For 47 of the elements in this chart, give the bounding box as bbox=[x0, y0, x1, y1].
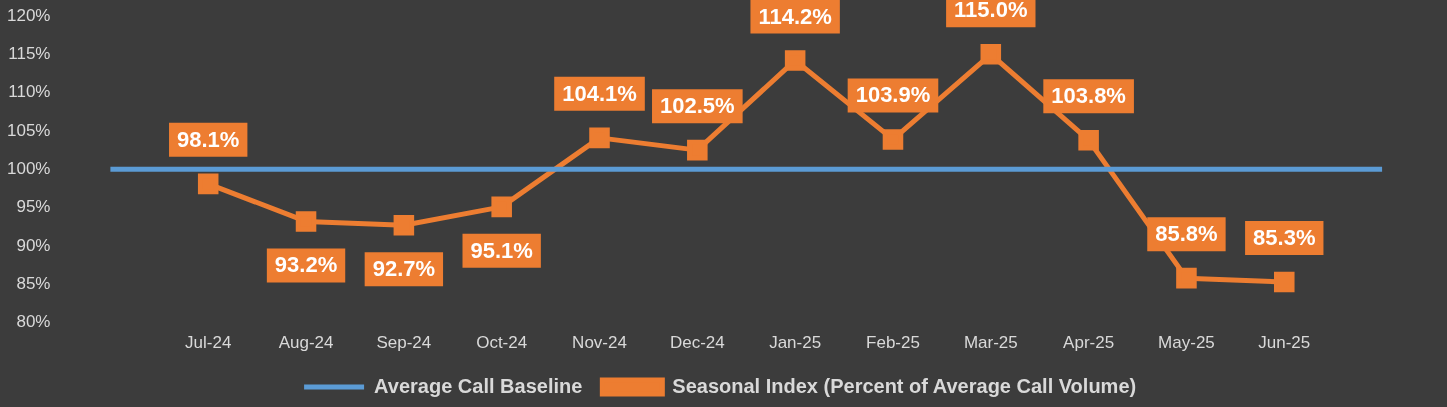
data-label: 95.1% bbox=[470, 237, 533, 263]
point bbox=[589, 127, 610, 149]
legend-label: Seasonal Index (Percent of Average Call Volume) bbox=[672, 374, 1137, 397]
data-label: 85.3% bbox=[1253, 225, 1316, 251]
data-label: 115.0% bbox=[954, 0, 1028, 23]
point bbox=[980, 44, 1002, 65]
data-label: 92.7% bbox=[372, 256, 436, 282]
x-tick-label: Sep-24 bbox=[376, 333, 432, 353]
data-label: 104.1% bbox=[562, 80, 637, 106]
data-label: 85.8% bbox=[1155, 221, 1218, 247]
x-tick-label: Apr-25 bbox=[1063, 333, 1115, 353]
x-tick-label: Jan-25 bbox=[769, 333, 822, 353]
y-tick-label: 110% bbox=[8, 82, 51, 102]
y-tick-label: 100% bbox=[7, 158, 51, 178]
x-tick-label: Oct-24 bbox=[476, 333, 528, 353]
y-tick-label: 85% bbox=[16, 273, 51, 293]
y-tick-label: 95% bbox=[16, 197, 51, 217]
point bbox=[393, 214, 415, 236]
x-tick-label: Dec-24 bbox=[669, 333, 725, 353]
x-tick-label: Mar-25 bbox=[963, 333, 1018, 353]
point bbox=[1273, 271, 1295, 293]
data-label: 102.5% bbox=[660, 93, 735, 119]
legend-label: Average Call Baseline bbox=[374, 374, 583, 397]
x-tick-label: Jun-25 bbox=[1258, 333, 1311, 353]
point bbox=[784, 50, 806, 71]
x-tick-label: Jul-24 bbox=[185, 333, 232, 353]
y-tick-label: 80% bbox=[16, 312, 51, 332]
data-label: 103.8% bbox=[1051, 83, 1126, 109]
point bbox=[197, 173, 219, 195]
point bbox=[295, 211, 317, 232]
point bbox=[1176, 267, 1197, 289]
y-tick-label: 105% bbox=[7, 120, 51, 140]
data-label: 98.1% bbox=[177, 126, 240, 152]
point bbox=[1078, 129, 1099, 151]
point bbox=[687, 139, 708, 161]
y-tick-label: 115% bbox=[8, 44, 51, 64]
data-label: 114.2% bbox=[758, 3, 832, 29]
x-tick-label: Aug-24 bbox=[278, 333, 334, 353]
point bbox=[882, 129, 904, 150]
point bbox=[491, 196, 512, 218]
y-tick-label: 90% bbox=[16, 235, 51, 255]
x-tick-label: Nov-24 bbox=[572, 333, 627, 353]
data-label: 103.9% bbox=[855, 82, 931, 108]
data-label: 93.2% bbox=[274, 252, 338, 278]
y-tick-label: 120% bbox=[7, 5, 51, 25]
x-tick-label: May-25 bbox=[1158, 333, 1215, 353]
x-tick-label: Feb-25 bbox=[866, 333, 920, 353]
